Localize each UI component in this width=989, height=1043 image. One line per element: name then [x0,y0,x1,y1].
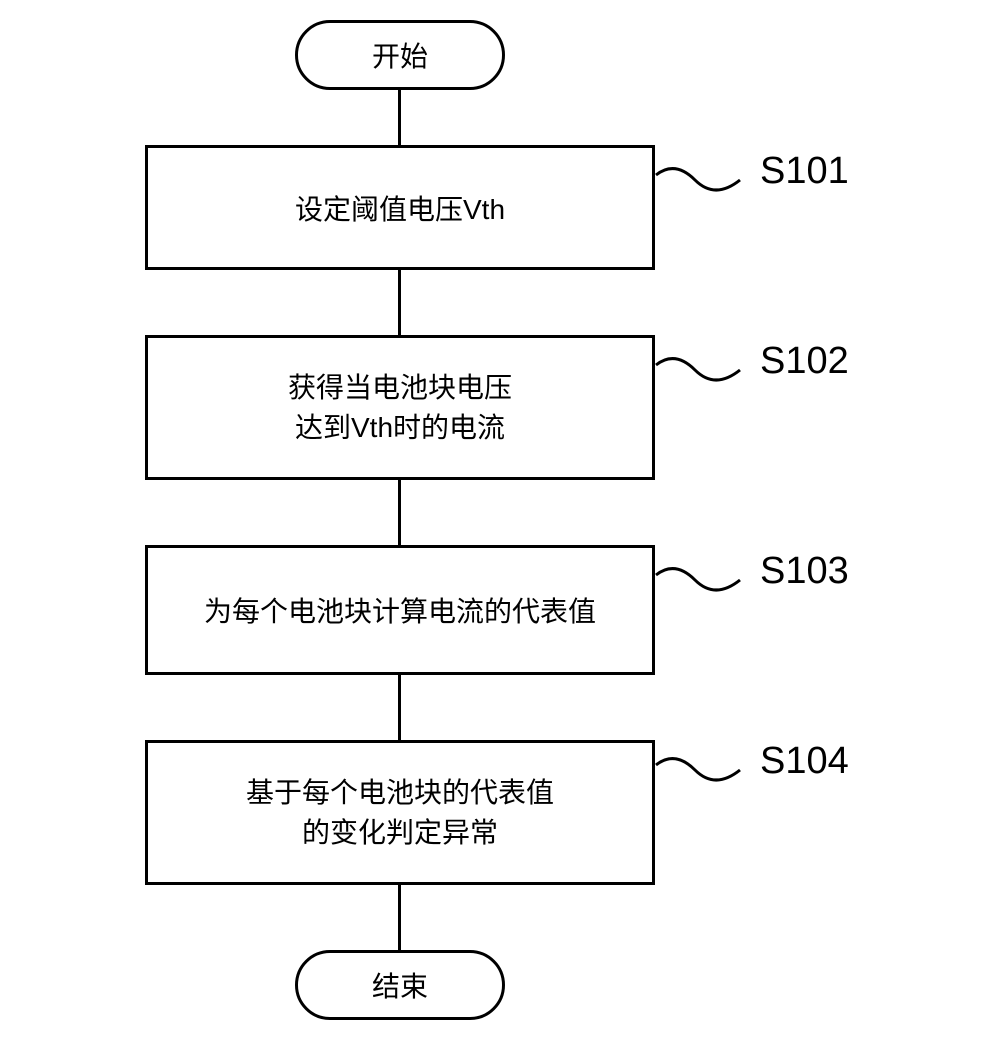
connector-1 [398,90,401,145]
step-s103-text: 为每个电池块计算电流的代表值 [204,590,596,630]
step-s104-text-line1: 基于每个电池块的代表值 [246,773,554,812]
start-terminator: 开始 [295,20,505,90]
label-s102: S102 [760,340,849,383]
step-s101: 设定阈值电压Vth [145,145,655,270]
step-s101-text: 设定阈值电压Vth [295,188,505,228]
connector-4 [398,675,401,740]
step-s102: 获得当电池块电压 达到Vth时的电流 [145,335,655,480]
connector-3 [398,480,401,545]
end-label: 结束 [372,965,428,1005]
end-terminator: 结束 [295,950,505,1020]
label-s103: S103 [760,550,849,593]
step-s102-text-line2: 达到Vth时的电流 [295,408,505,447]
start-label: 开始 [372,35,428,75]
connector-5 [398,885,401,950]
label-s101: S101 [760,150,849,193]
label-s104: S104 [760,740,849,783]
step-s104: 基于每个电池块的代表值 的变化判定异常 [145,740,655,885]
step-s103: 为每个电池块计算电流的代表值 [145,545,655,675]
step-s102-text-line1: 获得当电池块电压 [288,368,512,407]
connector-2 [398,270,401,335]
step-s104-text-line2: 的变化判定异常 [302,813,498,852]
